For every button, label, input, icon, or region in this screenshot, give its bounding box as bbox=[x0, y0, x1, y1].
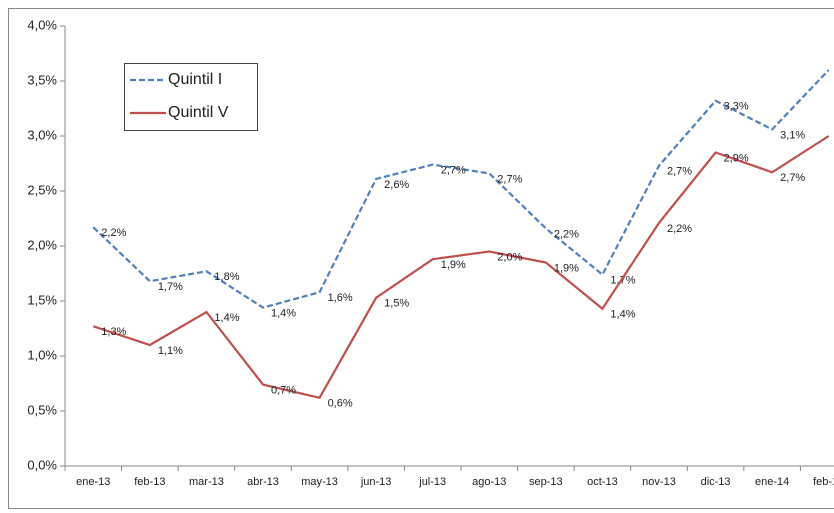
value-label: 1,6% bbox=[328, 292, 353, 304]
y-tick-label: 0,0% bbox=[27, 457, 57, 472]
value-label: 1,8% bbox=[214, 271, 239, 283]
x-tick-label: ene-14 bbox=[755, 476, 789, 488]
value-label: 1,3% bbox=[101, 326, 126, 338]
value-label: 0,6% bbox=[328, 398, 353, 410]
x-tick-label: dic-13 bbox=[701, 476, 731, 488]
x-tick-label: jul-13 bbox=[418, 476, 446, 488]
y-tick-label: 0,5% bbox=[27, 402, 57, 417]
value-label: 0,7% bbox=[271, 385, 296, 397]
value-label: 1,9% bbox=[554, 262, 579, 274]
x-tick-label: feb-14 bbox=[813, 476, 834, 488]
x-tick-label: jun-13 bbox=[360, 476, 392, 488]
value-label: 2,0% bbox=[497, 251, 522, 263]
value-label: 2,7% bbox=[441, 165, 466, 177]
value-label: 1,1% bbox=[158, 345, 183, 357]
value-label: 2,7% bbox=[497, 173, 522, 185]
y-tick-label: 2,0% bbox=[27, 237, 57, 252]
value-label: 1,9% bbox=[441, 259, 466, 271]
legend-box bbox=[124, 63, 258, 131]
x-tick-label: sep-13 bbox=[529, 476, 563, 488]
value-label: 1,4% bbox=[610, 309, 635, 321]
y-tick-label: 1,0% bbox=[27, 347, 57, 362]
x-tick-label: mar-13 bbox=[189, 476, 224, 488]
value-label: 2,2% bbox=[101, 227, 126, 239]
chart-frame bbox=[8, 8, 834, 509]
value-label: 1,7% bbox=[158, 281, 183, 293]
value-label: 1,4% bbox=[271, 308, 296, 320]
value-label: 2,7% bbox=[667, 166, 692, 178]
line-series bbox=[92, 69, 830, 309]
value-label: 1,5% bbox=[384, 298, 409, 310]
value-label: 2,2% bbox=[667, 223, 692, 235]
y-tick-label: 3,0% bbox=[27, 127, 57, 142]
value-label: 2,7% bbox=[780, 172, 805, 184]
x-tick-label: abr-13 bbox=[247, 476, 279, 488]
value-label: 3,1% bbox=[780, 129, 805, 141]
legend-label: Quintil V bbox=[168, 104, 229, 121]
x-tick-label: feb-13 bbox=[134, 476, 165, 488]
value-label: 1,4% bbox=[214, 312, 239, 324]
y-tick-label: 3,5% bbox=[27, 72, 57, 87]
x-tick-label: ene-13 bbox=[76, 476, 110, 488]
value-label: 2,2% bbox=[554, 228, 579, 240]
value-label: 3,3% bbox=[724, 101, 749, 113]
x-tick-label: nov-13 bbox=[642, 476, 676, 488]
y-tick-label: 1,5% bbox=[27, 292, 57, 307]
x-tick-label: ago-13 bbox=[472, 476, 506, 488]
x-tick-label: may-13 bbox=[301, 476, 338, 488]
legend-label: Quintil I bbox=[168, 71, 222, 88]
value-label: 2,9% bbox=[724, 152, 749, 164]
value-label: 1,7% bbox=[610, 275, 635, 287]
y-tick-label: 4,0% bbox=[27, 17, 57, 32]
y-tick-label: 2,5% bbox=[27, 182, 57, 197]
value-label: 2,6% bbox=[384, 179, 409, 191]
line-series bbox=[92, 135, 830, 400]
x-tick-label: oct-13 bbox=[587, 476, 618, 488]
